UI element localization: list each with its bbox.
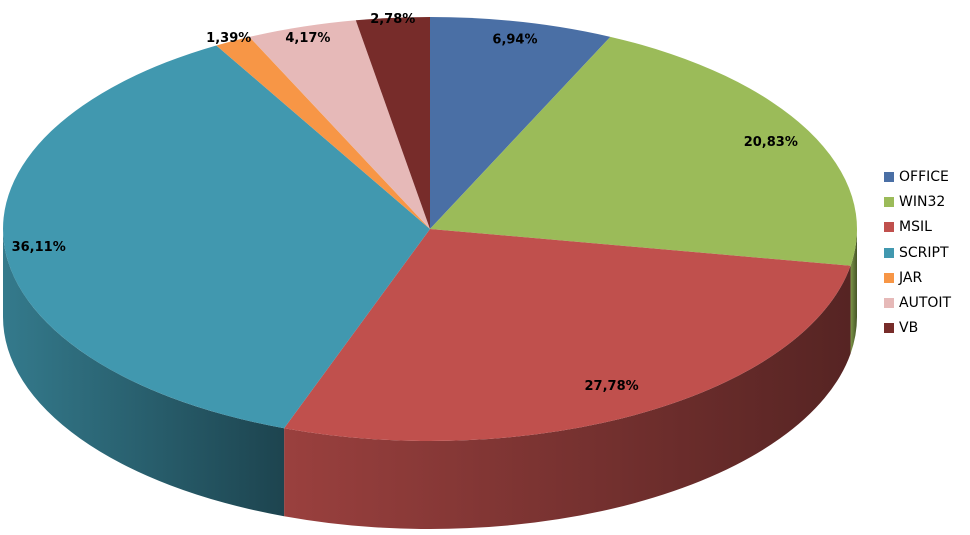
legend-swatch <box>884 171 894 182</box>
slice-vb[interactable] <box>355 17 430 229</box>
legend-label: SCRIPT <box>899 244 949 261</box>
legend-swatch <box>884 272 894 283</box>
slice-msil[interactable] <box>284 229 851 441</box>
legend-swatch <box>884 247 894 258</box>
data-labels: 6,94% 20,83% 27,78% 36,11% 1,39% 4,17% 2,78% <box>12 12 798 394</box>
slice-side-msil <box>284 265 851 529</box>
data-label-msil: 27,78% <box>585 379 639 394</box>
slice-script[interactable] <box>2 45 430 429</box>
data-label-script: 36,11% <box>12 240 66 255</box>
pie-chart: 6,94% 20,83% 27,78% 36,11% 1,39% 4,17% 2,78% <box>2 12 857 529</box>
slice-win32[interactable] <box>430 36 857 266</box>
slice-jar[interactable] <box>216 36 430 229</box>
legend-label: OFFICE <box>899 168 949 185</box>
data-label-autoit: 4,17% <box>285 31 330 46</box>
data-label-jar: 1,39% <box>206 31 251 46</box>
legend-swatch <box>884 222 894 233</box>
legend-label: MSIL <box>899 219 932 236</box>
legend-label: AUTOIT <box>899 295 952 312</box>
legend-label: JAR <box>899 269 923 286</box>
pie-slices <box>2 17 857 441</box>
legend-item-vb: VB <box>884 316 951 341</box>
pie-side-walls <box>3 229 857 529</box>
slice-autoit[interactable] <box>249 20 430 230</box>
legend-item-script: SCRIPT <box>884 240 951 265</box>
data-label-vb: 2,78% <box>370 12 415 27</box>
legend-item-msil: MSIL <box>884 215 951 240</box>
legend-label: VB <box>899 320 919 337</box>
slice-side-script <box>3 229 285 517</box>
legend-swatch <box>884 196 894 207</box>
data-label-office: 6,94% <box>492 33 537 48</box>
slice-side-win32 <box>850 229 857 354</box>
legend-label: WIN32 <box>899 193 946 210</box>
legend-swatch <box>884 323 894 334</box>
legend-item-office: OFFICE <box>884 164 951 189</box>
legend-item-win32: WIN32 <box>884 189 951 214</box>
legend-item-jar: JAR <box>884 265 951 290</box>
legend: OFFICE WIN32 MSIL SCRIPT JAR AUTOIT VB <box>884 164 951 341</box>
legend-item-autoit: AUTOIT <box>884 290 951 315</box>
legend-swatch <box>884 298 894 309</box>
data-label-win32: 20,83% <box>744 135 798 150</box>
slice-office[interactable] <box>430 17 611 229</box>
